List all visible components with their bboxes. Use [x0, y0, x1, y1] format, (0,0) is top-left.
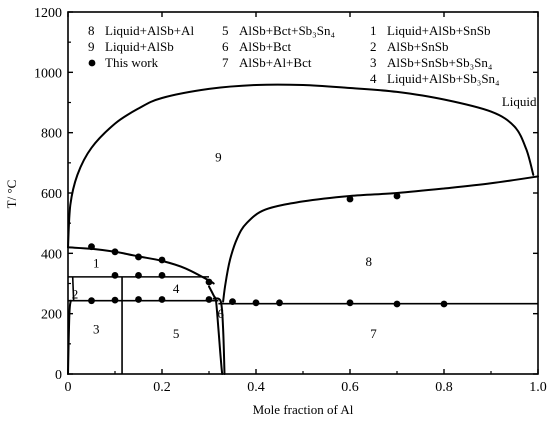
- legend-marker: [88, 59, 96, 67]
- data-point: [111, 271, 119, 279]
- data-point: [111, 248, 119, 256]
- data-point: [393, 300, 401, 308]
- legend-entry: AlSb+Al+Bct: [239, 55, 312, 70]
- data-point: [346, 195, 354, 203]
- legend-key: 7: [222, 55, 229, 70]
- data-points: [88, 192, 448, 308]
- legend-key: 8: [88, 23, 95, 38]
- region-label: 6: [218, 306, 225, 321]
- region-label: 4: [173, 281, 180, 296]
- legend-key: 1: [370, 23, 377, 38]
- legend-entry: AlSb+Bct+Sb₃Sn₄: [239, 23, 335, 38]
- y-tick-label: 0: [55, 368, 62, 383]
- phase-boundaries: [67, 83, 539, 375]
- liquidus-al-rich-line: [222, 175, 539, 303]
- data-point: [88, 243, 95, 251]
- legend-key: 3: [370, 55, 377, 70]
- data-point: [229, 298, 236, 305]
- legend-key: 6: [222, 39, 229, 54]
- data-point: [252, 299, 260, 307]
- legend-entry: Liquid+AlSb+Sb₃Sn₄: [387, 71, 500, 86]
- data-point: [205, 278, 213, 286]
- legend-entry: AlSb+Bct: [239, 39, 292, 54]
- legend-entry: Liquid+AlSb+SnSb: [387, 23, 491, 38]
- region-labels: 9 Liquid 8 1 4 2 3 5 6 7: [72, 94, 537, 341]
- left-edge-curve-line: [67, 299, 72, 375]
- x-axis-title: Mole fraction of Al: [253, 402, 354, 417]
- region-label: 8: [366, 254, 373, 269]
- legend-key: 4: [370, 71, 377, 86]
- x-tick-label: 0: [65, 380, 72, 395]
- region-label: 2: [72, 287, 79, 302]
- data-point: [440, 300, 448, 308]
- y-axis-title: T/ °C: [4, 180, 19, 209]
- data-point: [158, 256, 166, 264]
- region-label: Liquid: [502, 94, 537, 109]
- legend-key: 9: [88, 39, 95, 54]
- solid-boundary-right-line: [212, 297, 226, 375]
- legend-entry: Liquid+AlSb+Al: [105, 23, 194, 38]
- data-point: [135, 296, 142, 303]
- axis-ticks: 0 0.2 0.4 0.6 0.8 1.0 0 200 400 600 800 1000 1200: [34, 6, 547, 395]
- region-label: 9: [215, 149, 222, 164]
- legend-entry: AlSb+SnSb: [387, 39, 449, 54]
- x-tick-label: 0.8: [435, 380, 453, 395]
- data-point: [346, 299, 354, 307]
- x-tick-label: 1.0: [529, 380, 547, 395]
- data-point: [276, 299, 283, 307]
- data-point: [205, 296, 213, 303]
- data-point: [393, 192, 401, 200]
- liquidus-dome-line: [67, 83, 535, 249]
- data-point: [111, 296, 119, 304]
- invariant-line: [71, 276, 75, 301]
- data-point: [135, 253, 142, 261]
- legend-entry: AlSb+SnSb+Sb₃Sn₄: [387, 55, 493, 70]
- y-tick-label: 1000: [34, 66, 62, 81]
- data-point: [158, 296, 166, 303]
- y-tick-label: 1200: [34, 6, 62, 21]
- legend-entry: Liquid+AlSb: [105, 39, 174, 54]
- y-tick-label: 200: [41, 308, 62, 323]
- y-tick-label: 600: [41, 187, 62, 202]
- data-point: [158, 271, 166, 279]
- y-tick-label: 400: [41, 247, 62, 262]
- liquidus-sn-rich-line: [67, 246, 215, 285]
- legend-key: 2: [370, 39, 377, 54]
- region-label: 3: [93, 321, 100, 336]
- data-point: [135, 271, 142, 279]
- x-tick-label: 0.2: [153, 380, 171, 395]
- x-tick-label: 0.6: [341, 380, 359, 395]
- solid-boundary-left-line: [208, 285, 224, 375]
- region-label: 7: [370, 326, 377, 341]
- x-tick-label: 0.4: [247, 380, 265, 395]
- region-label: 5: [173, 326, 180, 341]
- legend-key: 5: [222, 23, 229, 38]
- region-label: 1: [93, 256, 100, 271]
- data-point: [88, 297, 95, 305]
- legend-entry: This work: [105, 55, 159, 70]
- y-tick-label: 800: [41, 127, 62, 142]
